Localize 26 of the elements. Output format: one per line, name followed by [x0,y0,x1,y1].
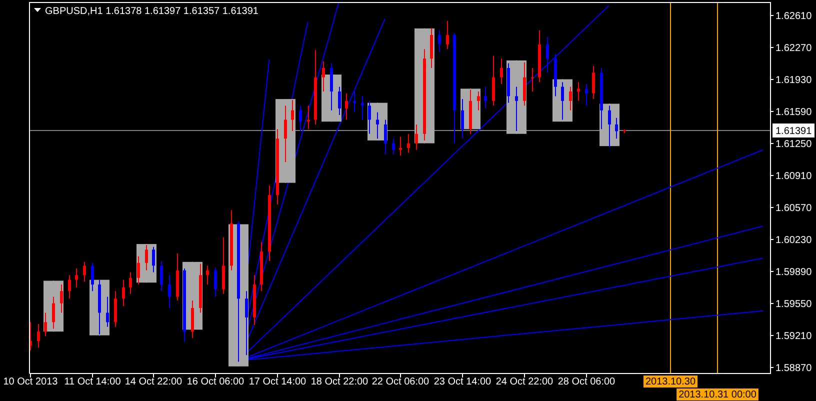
x-tick-label: 28 Oct 06:00 [558,376,616,388]
y-tick-label: 1.60570 [776,203,812,214]
x-tick-label: 24 Oct 22:00 [496,376,554,388]
x-tick-label: 14 Oct 22:00 [124,376,183,388]
ref-line-label: 1.61391 [776,126,812,137]
y-tick-label: 1.59890 [776,267,812,278]
x-tick-label: 22 Oct 06:00 [372,376,430,388]
y-tick-label: 1.59210 [776,331,812,342]
chart-title: GBPUSD,H1 1.61378 1.61397 1.61357 1.61391 [45,6,259,17]
x-tick-label: 10 Oct 2013 [3,376,58,388]
y-tick-label: 1.62270 [776,43,812,54]
x-tick-label: 16 Oct 06:00 [186,376,245,388]
x-tick-label: 2013.10.30 [645,376,696,388]
y-tick-label: 1.61590 [776,107,812,118]
x-tick-label: 18 Oct 22:00 [310,376,369,388]
y-tick-label: 1.59550 [776,299,812,310]
y-tick-label: 1.58870 [776,363,812,374]
y-tick-label: 1.61250 [776,139,812,150]
x-tick-label: 2013.10.31 00:00 [678,390,757,400]
y-tick-label: 1.60230 [776,235,812,246]
y-tick-label: 1.60910 [776,171,812,182]
y-tick-label: 1.61930 [776,75,812,86]
x-tick-label: 11 Oct 14:00 [64,376,122,388]
y-tick-label: 1.62610 [776,11,812,22]
x-tick-label: 23 Oct 14:00 [434,376,492,388]
x-tick-label: 17 Oct 14:00 [248,376,307,388]
